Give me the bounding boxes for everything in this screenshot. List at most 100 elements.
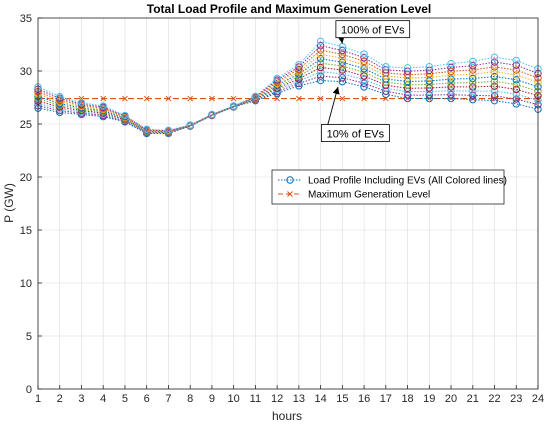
x-tick-label: 22 [488, 393, 500, 405]
ev-series-point [512, 90, 520, 98]
ev-series-point [295, 77, 303, 85]
ev-series-point [447, 87, 455, 95]
ev-series-point [316, 46, 325, 54]
ev-series-point [512, 56, 520, 65]
ev-series-point [490, 77, 499, 86]
ev-series-point [121, 111, 129, 120]
ev-series-point [490, 68, 499, 76]
x-tick-label: 1 [35, 393, 41, 405]
generation-level-marker [122, 95, 128, 102]
annotations: 100% of EVs 10% of EVs [320, 20, 411, 142]
generation-level-marker [165, 95, 172, 102]
ev-series-point [142, 125, 151, 134]
ev-series-point [338, 77, 347, 86]
x-tick-label: 5 [122, 393, 128, 405]
x-tick-label: 16 [358, 393, 370, 405]
annotation-box [335, 20, 411, 39]
generation-level-marker [274, 95, 280, 102]
annotation-text: 10% of EVs [327, 129, 385, 141]
generation-level-marker [209, 95, 215, 102]
ev-series-point [425, 77, 434, 85]
ev-series-point [512, 85, 520, 94]
generation-level-marker [296, 95, 302, 102]
x-tick-label: 4 [100, 393, 106, 405]
ev-series-point [490, 82, 499, 90]
y-tick-label: 30 [20, 66, 32, 78]
ev-series-point [295, 65, 303, 74]
ev-series [34, 37, 542, 135]
ev-series-point [338, 62, 347, 70]
x-tick-label: 17 [380, 393, 392, 405]
x-tick-label: 6 [144, 393, 150, 405]
ev-series-point [316, 37, 325, 46]
ev-series-point [316, 41, 325, 50]
y-tick-label: 10 [20, 278, 32, 290]
x-axis-label: hours [272, 409, 302, 423]
x-tick-label: 11 [250, 393, 261, 405]
ev-series-point [469, 87, 477, 95]
ev-series-point [490, 53, 499, 61]
ev-series-point [99, 102, 107, 110]
ev-series-point [447, 79, 455, 87]
ev-series-point [338, 50, 347, 59]
y-tick-label: 15 [20, 225, 32, 237]
x-tick-label: 2 [57, 393, 63, 405]
ev-series-line [37, 45, 539, 132]
ev-series-point [512, 71, 520, 79]
x-tick-label: 24 [532, 393, 544, 405]
ev-series-point [447, 67, 455, 76]
ev-series-point [316, 55, 325, 63]
ev-series-point [164, 126, 173, 135]
ev-series-point [316, 59, 325, 67]
generation-level-marker [143, 95, 150, 102]
ev-series-point [273, 74, 281, 83]
ev-series-point [77, 99, 86, 107]
x-tick-label: 15 [336, 393, 348, 405]
ev-series-point [512, 95, 520, 103]
x-axis-ticks: 1 2 3 4 5 6 7 8 9 10 11 12 13 14 15 16 17 18 19 20 21 22 23 24 [35, 385, 544, 405]
legend-label: Maximum Generation Level [308, 190, 430, 201]
ev-series-point [295, 60, 303, 69]
ev-series-point [338, 54, 347, 62]
ev-series-point [469, 70, 477, 78]
ev-series-point [360, 50, 368, 58]
ev-series-point [295, 70, 303, 78]
ev-series-point [316, 50, 325, 59]
y-axis-label: P (GW) [2, 183, 16, 223]
generation-level-marker [339, 95, 346, 102]
ev-series-point [447, 90, 455, 99]
ev-series-point [469, 57, 477, 66]
ev-series-point [447, 71, 455, 79]
ev-series-point [316, 72, 325, 80]
ev-series-point [338, 74, 347, 82]
ev-series-point [251, 92, 260, 101]
ev-series-line [37, 40, 539, 131]
x-tick-label: 13 [293, 393, 305, 405]
ev-series-point [512, 100, 520, 108]
ev-series-point [469, 95, 477, 104]
ev-series-point [338, 66, 347, 74]
x-tick-label: 10 [228, 393, 240, 405]
generation-level-marker [317, 95, 324, 102]
annotation-text: 100% of EVs [341, 25, 405, 37]
ev-series-point [208, 110, 216, 119]
generation-level-marker [100, 95, 107, 102]
y-tick-label: 5 [26, 331, 32, 343]
ev-series-point [229, 102, 238, 110]
ev-series-point [490, 72, 499, 81]
ev-series-point [425, 80, 434, 89]
plot-frame [37, 17, 539, 390]
ev-series-point [512, 76, 520, 84]
ev-series-point [382, 63, 390, 71]
ev-series-point [469, 78, 477, 87]
ev-series-point [295, 75, 303, 83]
ev-series-point [490, 58, 499, 66]
ev-series-point [512, 80, 520, 89]
ev-series-point [360, 79, 368, 87]
ev-series-point [295, 72, 303, 81]
generation-level-marker [230, 95, 237, 102]
y-tick-label: 35 [20, 13, 32, 25]
ev-series-point [360, 53, 368, 62]
